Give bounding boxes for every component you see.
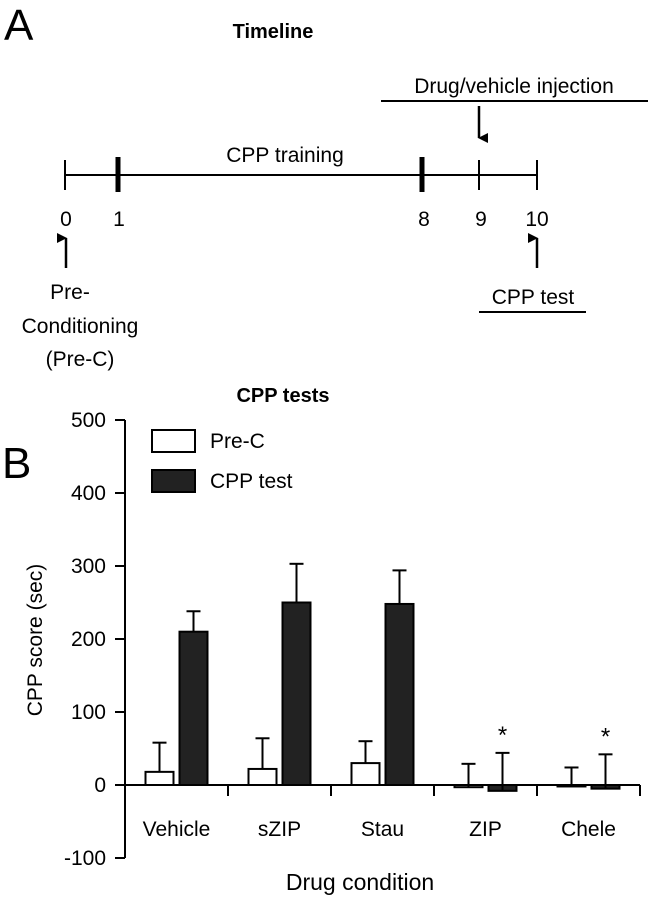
legend-swatch-pre-c bbox=[151, 429, 196, 453]
timeline-label-0: 0 bbox=[60, 208, 72, 231]
significance-star: * bbox=[601, 723, 610, 750]
x-tick-label-szip: sZIP bbox=[258, 818, 301, 841]
legend-swatch-cpp-test bbox=[151, 469, 196, 493]
x-axis-label: Drug condition bbox=[286, 869, 434, 895]
timeline-label-8: 8 bbox=[418, 208, 430, 231]
timeline-label-9: 9 bbox=[475, 208, 487, 231]
legend: Pre-C CPP test bbox=[151, 429, 293, 493]
pre-c-line-1: Pre- bbox=[50, 281, 90, 304]
y-tick-label: 500 bbox=[71, 409, 106, 432]
bar-cpp-test-vehicle bbox=[178, 630, 209, 787]
x-tick-label-vehicle: Vehicle bbox=[143, 818, 211, 841]
y-axis-label: CPP score (sec) bbox=[24, 564, 47, 717]
y-tick-label: 200 bbox=[71, 628, 106, 651]
panel-a-letter: A bbox=[4, 1, 34, 50]
y-ticks: -100 0 100 200 300 400 500 bbox=[64, 409, 125, 870]
bar-pre-c-szip bbox=[247, 767, 278, 787]
x-tick-label-stau: Stau bbox=[361, 818, 404, 841]
pre-c-line-2: Conditioning bbox=[22, 315, 139, 338]
timeline-title: Timeline bbox=[233, 21, 314, 43]
legend-label-pre-c: Pre-C bbox=[210, 430, 265, 453]
bar-pre-c-stau bbox=[350, 762, 381, 786]
bar-pre-c-vehicle bbox=[144, 770, 175, 786]
x-tick-label-zip: ZIP bbox=[469, 818, 502, 841]
y-tick-label: 100 bbox=[71, 701, 106, 724]
panel-b: B CPP tests -100 0 100 200 300 400 500 Vehicle… bbox=[2, 385, 641, 895]
bar-cpp-test-stau bbox=[384, 602, 415, 787]
significance-markers: * * bbox=[498, 722, 610, 750]
x-tick-label-chele: Chele bbox=[561, 818, 616, 841]
x-category-separators bbox=[227, 785, 641, 796]
panel-b-letter: B bbox=[2, 439, 31, 488]
bar-cpp-test-szip bbox=[281, 601, 312, 786]
injection-label: Drug/vehicle injection bbox=[414, 75, 614, 98]
y-tick-label: 300 bbox=[71, 555, 106, 578]
panel-a: A Timeline Drug/vehicle injection CPP tr… bbox=[4, 1, 648, 371]
pre-c-line-3: (Pre-C) bbox=[46, 348, 115, 371]
training-label: CPP training bbox=[226, 144, 344, 167]
timeline-label-1: 1 bbox=[113, 208, 125, 231]
significance-star: * bbox=[498, 722, 507, 749]
y-tick-label: 0 bbox=[94, 774, 106, 797]
y-tick-label: -100 bbox=[64, 847, 106, 870]
y-tick-label: 400 bbox=[71, 482, 106, 505]
bars bbox=[144, 562, 621, 792]
timeline-label-10: 10 bbox=[525, 208, 548, 231]
x-tick-labels: Vehicle sZIP Stau ZIP Chele bbox=[143, 818, 616, 841]
cpp-test-label: CPP test bbox=[492, 286, 575, 309]
legend-label-cpp-test: CPP test bbox=[210, 470, 293, 493]
chart-title: CPP tests bbox=[236, 385, 329, 407]
